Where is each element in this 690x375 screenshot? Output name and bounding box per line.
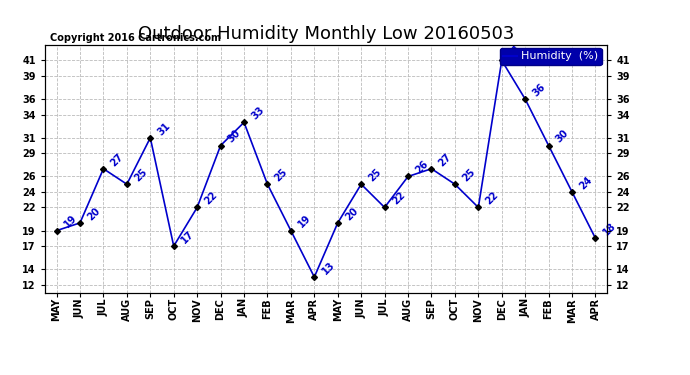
Text: 33: 33 bbox=[250, 105, 266, 122]
Text: 30: 30 bbox=[554, 128, 571, 145]
Text: 26: 26 bbox=[413, 159, 430, 176]
Text: 25: 25 bbox=[273, 167, 290, 183]
Text: 31: 31 bbox=[156, 120, 172, 137]
Text: 19: 19 bbox=[297, 213, 313, 230]
Text: 22: 22 bbox=[203, 190, 219, 207]
Text: 19: 19 bbox=[62, 213, 79, 230]
Text: 25: 25 bbox=[460, 167, 477, 183]
Text: 30: 30 bbox=[226, 128, 243, 145]
Text: 27: 27 bbox=[109, 152, 126, 168]
Legend: Humidity  (%): Humidity (%) bbox=[500, 48, 602, 65]
Text: 20: 20 bbox=[86, 206, 102, 222]
Text: 17: 17 bbox=[179, 229, 196, 245]
Text: 41: 41 bbox=[507, 43, 524, 60]
Text: 20: 20 bbox=[344, 206, 360, 222]
Text: 36: 36 bbox=[531, 82, 547, 98]
Text: 22: 22 bbox=[484, 190, 500, 207]
Text: 18: 18 bbox=[601, 221, 618, 238]
Title: Outdoor Humidity Monthly Low 20160503: Outdoor Humidity Monthly Low 20160503 bbox=[138, 26, 514, 44]
Text: 25: 25 bbox=[366, 167, 384, 183]
Text: 13: 13 bbox=[320, 260, 337, 276]
Text: 27: 27 bbox=[437, 152, 453, 168]
Text: 24: 24 bbox=[578, 174, 594, 191]
Text: 22: 22 bbox=[390, 190, 407, 207]
Text: 25: 25 bbox=[132, 167, 149, 183]
Text: Copyright 2016 Cartronics.com: Copyright 2016 Cartronics.com bbox=[50, 33, 221, 42]
